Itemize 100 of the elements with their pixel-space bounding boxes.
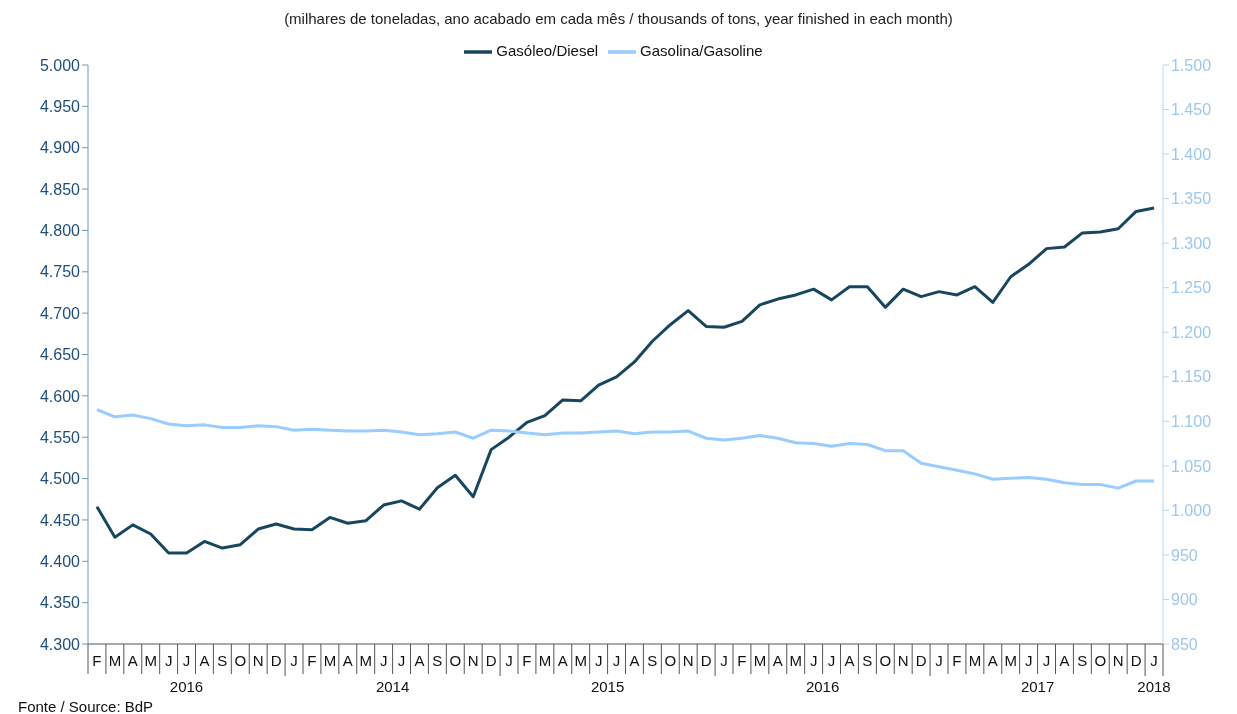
x-tick-label: J (397, 652, 406, 669)
x-tick-label: N (252, 652, 264, 669)
x-tick-label: J (182, 652, 191, 669)
x-tick-label: M (108, 652, 122, 669)
y-tick-label: 4.700 (39, 304, 81, 322)
x-tick-label: J (379, 652, 388, 669)
x-tick-label: F (92, 652, 102, 669)
x-tick-label: M (144, 652, 157, 669)
y2-tick-label: 900 (1171, 591, 1198, 609)
y-tick-label: 4.400 (39, 552, 81, 570)
y-tick-label: 4.350 (39, 594, 81, 612)
y-tick-label: 4.950 (39, 98, 81, 116)
x-tick-label: M (753, 652, 767, 669)
y2-tick-label: 1.300 (1171, 234, 1212, 252)
x-tick-label: M (1004, 652, 1017, 669)
x-tick-label: N (1112, 652, 1124, 669)
y-tick-label: 4.300 (39, 635, 81, 653)
text: 2017 (1019, 678, 1056, 695)
source-note: Fonte / Source: BdP (18, 698, 154, 714)
x-tick-label: F (952, 652, 962, 669)
y-tick-label: 5.000 (39, 56, 81, 74)
y2-tick-label: 1.400 (1171, 145, 1212, 163)
x-tick-label: J (1042, 652, 1051, 669)
x-tick-label: J (809, 652, 818, 669)
x-tick-label: A (629, 652, 640, 669)
text: 2014 (374, 678, 411, 695)
x-tick-label: O (234, 652, 247, 669)
legend-label: Gasolina/Gasoline (640, 41, 763, 59)
y-tick-label: 4.850 (39, 180, 81, 198)
y2-tick-label: 950 (1171, 546, 1198, 564)
x-tick-label: J (827, 652, 836, 669)
x-tick-label: F (737, 652, 747, 669)
x-tick-label: N (682, 652, 694, 669)
x-tick-label: J (1024, 652, 1033, 669)
y-tick-label: 4.650 (39, 346, 81, 364)
x-tick-label: D (485, 652, 497, 669)
x-tick-label: F (522, 652, 532, 669)
x-tick-label: O (879, 652, 892, 669)
x-tick-label: A (342, 652, 353, 669)
x-tick-label: A (127, 652, 138, 669)
x-tick-label: S (217, 652, 228, 669)
x-tick-label: S (1077, 652, 1088, 669)
y-tick-label: 4.450 (39, 511, 81, 529)
x-tick-label: J (594, 652, 603, 669)
y2-tick-label: 1.050 (1171, 457, 1212, 475)
text: 2018 (1136, 678, 1172, 695)
x-tick-label: D (1130, 652, 1142, 669)
chart-title: (milhares de toneladas, ano acabado em cada mês / thousands of tons, year finished in each month) (283, 10, 954, 27)
x-tick-label: D (915, 652, 927, 669)
legend-label: Gasóleo/Diesel (496, 41, 599, 59)
x-tick-label: A (199, 652, 210, 669)
x-tick-label: N (467, 652, 479, 669)
x-tick-label: O (664, 652, 677, 669)
x-tick-label: O (449, 652, 462, 669)
y2-tick-label: 1.200 (1171, 323, 1212, 341)
x-tick-label: M (574, 652, 587, 669)
x-tick-label: M (968, 652, 982, 669)
y-tick-label: 4.550 (39, 428, 81, 446)
y2-tick-label: 1.350 (1171, 190, 1212, 208)
line-series (95, 408, 1156, 490)
x-tick-label: M (789, 652, 802, 669)
x-tick-label: M (538, 652, 552, 669)
x-tick-label: S (432, 652, 443, 669)
y2-tick-label: 1.250 (1171, 279, 1212, 297)
y2-tick-label: 850 (1171, 635, 1198, 653)
x-tick-label: S (647, 652, 658, 669)
y-tick-label: 4.750 (39, 263, 81, 281)
y2-tick-label: 1.000 (1171, 502, 1212, 520)
x-tick-label: O (1094, 652, 1107, 669)
x-tick-label: A (1059, 652, 1070, 669)
y-tick-label: 4.800 (39, 222, 81, 240)
x-tick-label: J (290, 652, 298, 669)
x-tick-label: A (844, 652, 855, 669)
x-tick-label: J (720, 652, 728, 669)
x-tick-label: A (987, 652, 998, 669)
x-tick-label: A (557, 652, 568, 669)
text: 2016 (804, 678, 841, 695)
y2-tick-label: 1.500 (1171, 56, 1212, 74)
y-tick-label: 4.900 (39, 139, 81, 157)
x-tick-label: J (935, 652, 943, 669)
text: 2015 (589, 678, 626, 695)
x-tick-label: M (359, 652, 372, 669)
y2-tick-label: 1.150 (1171, 368, 1212, 386)
x-tick-label: M (323, 652, 337, 669)
x-tick-label: N (897, 652, 909, 669)
x-tick-label: D (700, 652, 712, 669)
x-tick-label: J (1150, 652, 1158, 669)
x-tick-label: F (307, 652, 317, 669)
x-tick-label: A (414, 652, 425, 669)
y2-tick-label: 1.450 (1171, 101, 1212, 119)
x-tick-label: S (862, 652, 873, 669)
x-tick-label: J (164, 652, 173, 669)
x-tick-label: J (612, 652, 621, 669)
y2-tick-label: 1.100 (1171, 412, 1212, 430)
x-tick-label: D (270, 652, 282, 669)
x-tick-label: J (505, 652, 513, 669)
line-series (95, 206, 1156, 555)
y-tick-label: 4.500 (39, 470, 81, 488)
x-tick-label: A (772, 652, 783, 669)
text: 2016 (168, 678, 205, 695)
